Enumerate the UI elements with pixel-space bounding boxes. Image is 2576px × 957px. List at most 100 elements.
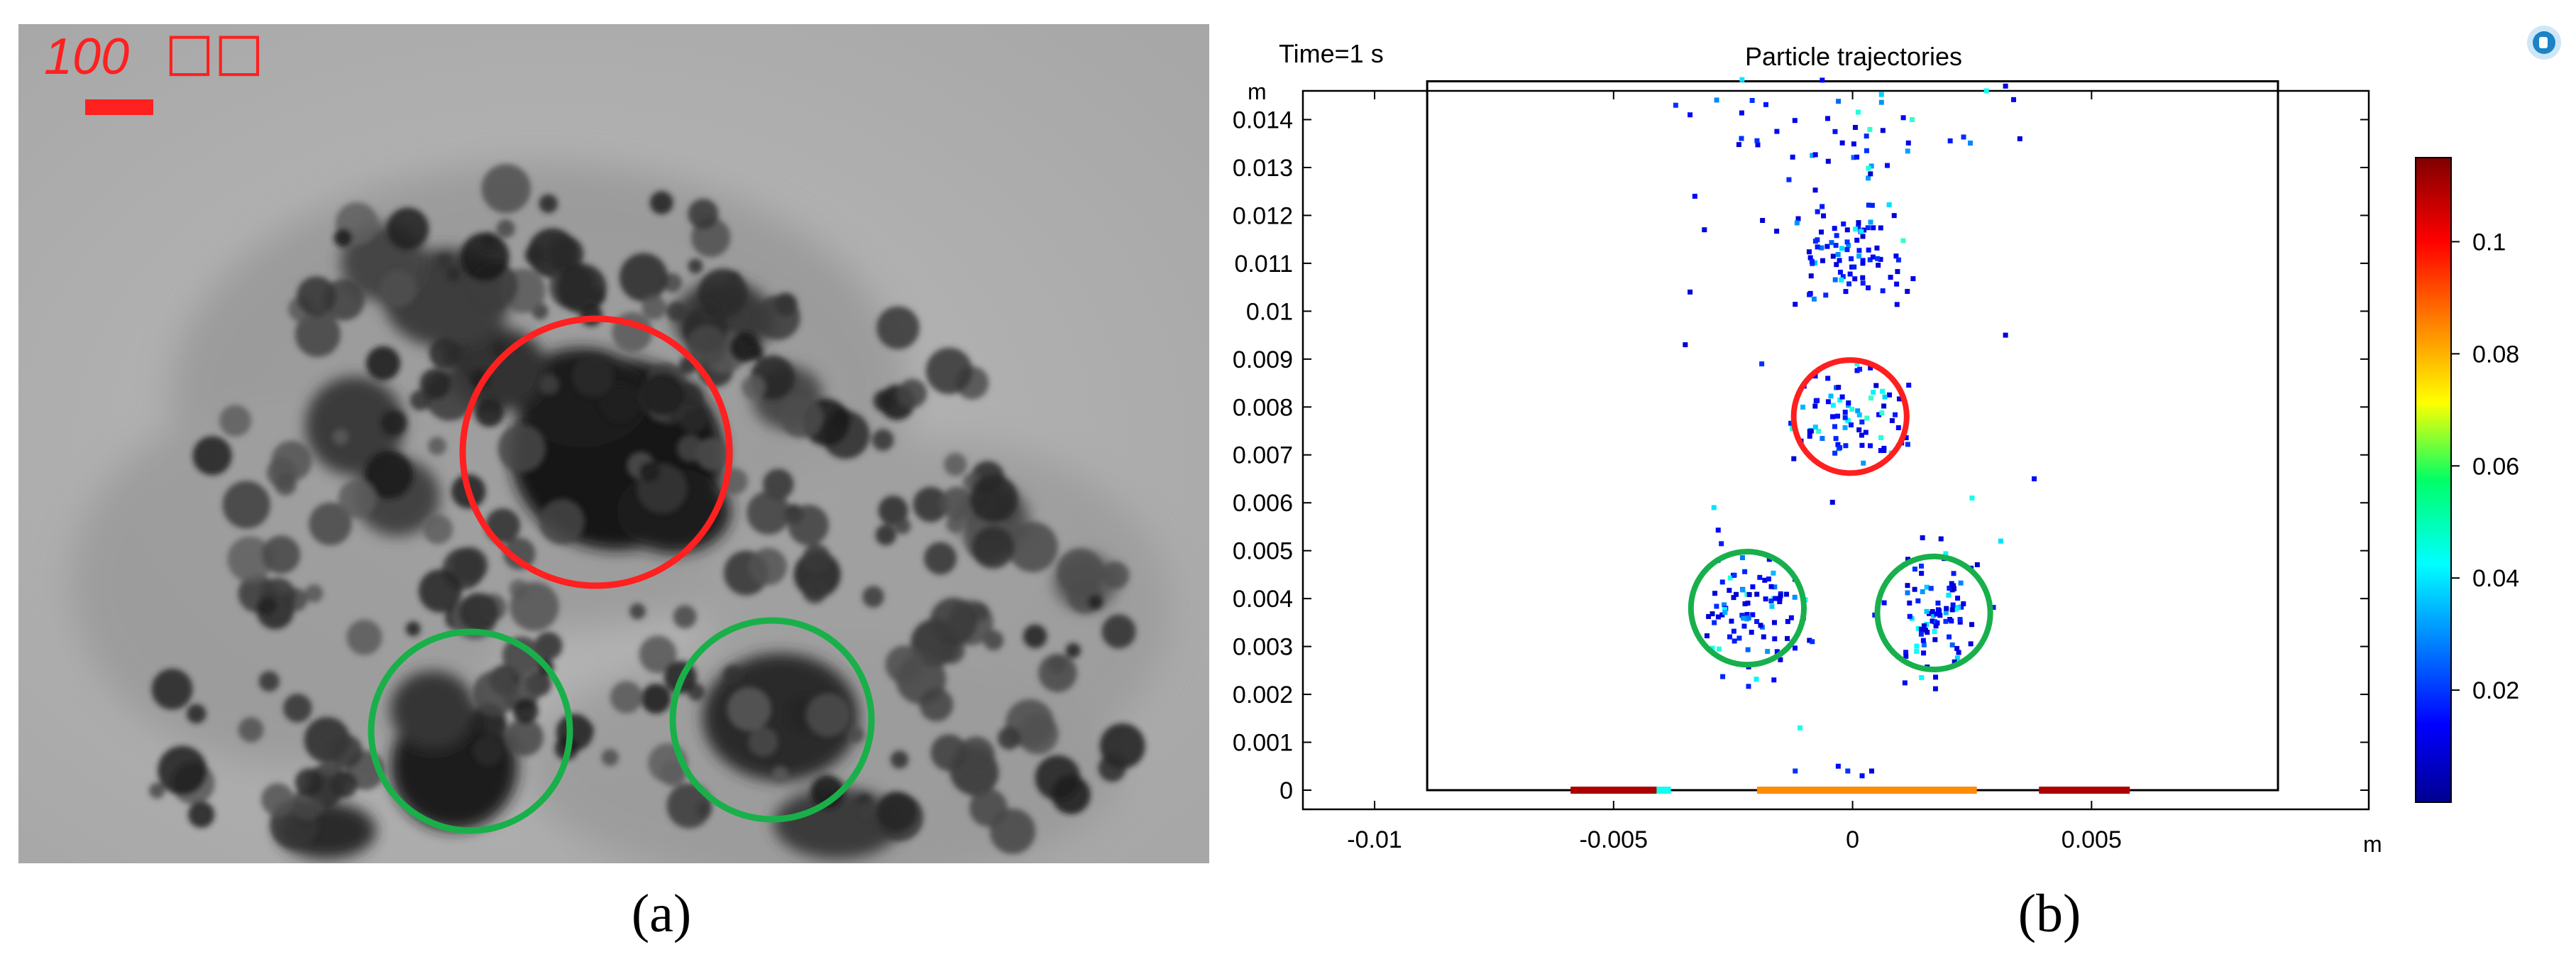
particle-point bbox=[1750, 612, 1756, 618]
micrograph-particle bbox=[642, 295, 667, 320]
micrograph-particle bbox=[436, 253, 452, 268]
micrograph-particle bbox=[771, 765, 788, 782]
micrograph-particle bbox=[227, 536, 273, 583]
particle-point bbox=[1833, 243, 1839, 248]
micrograph-particle bbox=[556, 263, 607, 314]
micrograph-particle bbox=[572, 355, 614, 397]
particle-point bbox=[1950, 602, 1956, 608]
particle-point bbox=[1745, 647, 1751, 652]
micrograph-particle bbox=[898, 378, 928, 408]
micrograph-particle bbox=[943, 452, 967, 476]
micrograph-particle bbox=[698, 268, 748, 319]
micrograph-particle bbox=[405, 621, 421, 637]
particle-point bbox=[1825, 376, 1831, 381]
particle-point bbox=[1688, 289, 1693, 295]
bottom-band-segment bbox=[1656, 787, 1671, 794]
particle-point bbox=[1909, 117, 1915, 123]
particle-point bbox=[1905, 442, 1910, 447]
particle-point bbox=[1859, 442, 1865, 448]
micrograph-particle bbox=[803, 544, 831, 572]
particle-point bbox=[1797, 725, 1802, 731]
micrograph-particle bbox=[496, 219, 515, 239]
particle-point bbox=[1777, 596, 1783, 601]
particle-point bbox=[1771, 570, 1776, 576]
particle-point bbox=[1812, 239, 1818, 244]
particle-point bbox=[1903, 653, 1909, 659]
particle-point bbox=[1866, 247, 1871, 253]
particle-point bbox=[1874, 245, 1880, 251]
particle-point bbox=[1887, 392, 1893, 398]
particle-point bbox=[1683, 342, 1688, 348]
particle-point bbox=[1889, 418, 1895, 424]
particle-point bbox=[1820, 204, 1825, 209]
particle-point bbox=[1755, 142, 1761, 148]
particle-point bbox=[1807, 292, 1812, 297]
particle-point bbox=[1800, 404, 1806, 410]
particle-point bbox=[1954, 645, 1960, 651]
micrograph-particle bbox=[924, 542, 957, 575]
particle-point bbox=[1741, 616, 1746, 621]
particle-point bbox=[1864, 133, 1869, 139]
micrograph-particle bbox=[1087, 594, 1103, 611]
panel-a: 100 □□ (a) bbox=[18, 21, 1209, 944]
particle-point bbox=[1837, 269, 1843, 275]
particle-point bbox=[1759, 361, 1765, 367]
particle-point bbox=[1762, 577, 1768, 583]
particle-point bbox=[1924, 584, 1930, 590]
particle-point bbox=[1740, 587, 1746, 593]
micrograph-particle bbox=[380, 410, 407, 436]
particle-point bbox=[1870, 254, 1876, 260]
particle-point bbox=[1943, 551, 1949, 557]
particle-point bbox=[1906, 383, 1912, 388]
particle-point bbox=[1766, 576, 1771, 582]
particle-point bbox=[1937, 613, 1943, 618]
micrograph-particle bbox=[158, 745, 207, 795]
particle-point bbox=[1876, 263, 1881, 268]
particle-point bbox=[1915, 625, 1921, 631]
particle-point bbox=[1745, 600, 1751, 606]
particle-point bbox=[1727, 575, 1733, 581]
micrograph-particle bbox=[332, 429, 349, 445]
micrograph-particle bbox=[600, 382, 640, 422]
particle-point bbox=[1880, 128, 1886, 133]
particle-point bbox=[1843, 289, 1849, 295]
scale-bar bbox=[85, 99, 153, 115]
micrograph-particle bbox=[862, 586, 884, 608]
particle-point bbox=[1749, 97, 1755, 103]
domain-box bbox=[1426, 80, 2279, 792]
particle-point bbox=[1946, 592, 1952, 598]
particle-point bbox=[1903, 435, 1909, 441]
particle-point bbox=[1861, 460, 1866, 466]
micrograph-particle bbox=[460, 232, 510, 282]
particle-point bbox=[1859, 773, 1865, 779]
y-tick-label: 0.009 bbox=[1233, 346, 1293, 373]
micrograph-particle bbox=[1017, 713, 1059, 755]
particle-point bbox=[1905, 557, 1911, 562]
particle-point bbox=[1856, 248, 1862, 253]
micrograph-particle bbox=[774, 292, 798, 317]
particle-point bbox=[1719, 541, 1724, 547]
micrograph-particle bbox=[497, 425, 546, 473]
plot-frame bbox=[1301, 89, 2370, 811]
micrograph-particle bbox=[601, 748, 619, 767]
particle-point bbox=[1754, 591, 1760, 597]
x-tick-label: -0.01 bbox=[1347, 826, 1402, 853]
particle-point bbox=[1888, 275, 1893, 280]
particle-point bbox=[1924, 608, 1930, 614]
particle-point bbox=[1958, 580, 1964, 586]
micrograph-particle bbox=[346, 619, 382, 655]
particle-point bbox=[1722, 610, 1728, 616]
colorbar-tick-label: 0.02 bbox=[2472, 677, 2519, 704]
particle-point bbox=[1786, 177, 1792, 182]
particle-point bbox=[1868, 171, 1873, 177]
particle-point bbox=[1881, 403, 1887, 409]
particle-point bbox=[1832, 450, 1838, 456]
particle-point bbox=[1859, 419, 1865, 425]
particle-point bbox=[1815, 209, 1820, 214]
particle-point bbox=[1837, 258, 1842, 263]
particle-point bbox=[1823, 292, 1829, 298]
y-tick-label: 0.007 bbox=[1233, 442, 1293, 469]
particle-point bbox=[1715, 614, 1721, 620]
particle-point bbox=[1766, 557, 1772, 562]
